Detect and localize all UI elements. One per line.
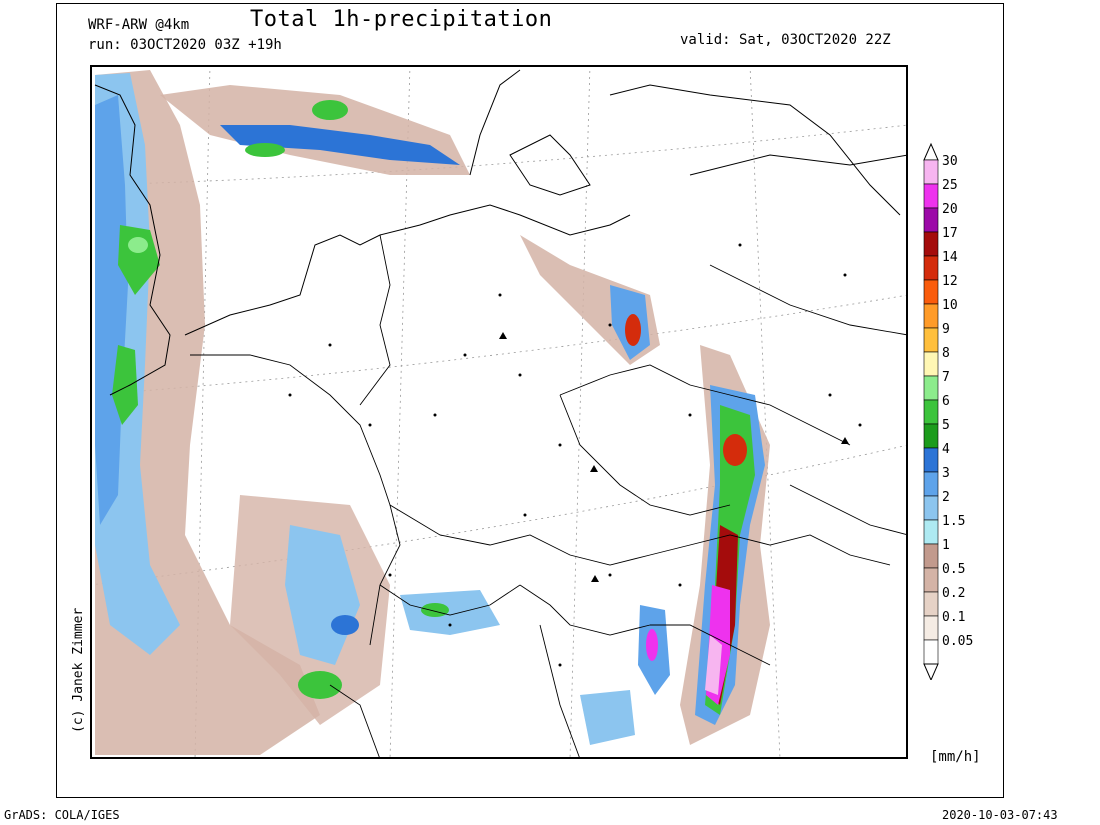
run-label: run: 03OCT2020 03Z +19h <box>88 37 282 53</box>
precipitation-field <box>95 70 770 755</box>
legend-label: 0.05 <box>942 634 973 649</box>
precip-cell-alps <box>421 603 449 617</box>
model-label: WRF-ARW @4km <box>88 17 190 33</box>
legend-label: 0.5 <box>942 562 965 577</box>
map-title: Total 1h-precipitation <box>250 7 553 32</box>
legend-label: 14 <box>942 250 958 265</box>
legend-label: 0.1 <box>942 610 965 625</box>
precip-cell-west-2 <box>112 345 138 425</box>
legend-label: 30 <box>942 154 958 169</box>
legend-swatch <box>923 231 939 257</box>
legend-swatch <box>923 207 939 233</box>
legend-swatch <box>923 159 939 185</box>
legend-swatch <box>923 183 939 209</box>
valid-time-label: valid: Sat, 03OCT2020 22Z <box>680 32 891 48</box>
legend-swatch <box>923 471 939 497</box>
precip-core-east-1 <box>723 434 747 466</box>
legend-label: 17 <box>942 226 958 241</box>
legend-label: 8 <box>942 346 950 361</box>
legend-swatch <box>923 567 939 593</box>
precip-core-east-4 <box>705 635 722 695</box>
copyright-credit: (c) Janek Zimmer <box>71 607 86 733</box>
plot-frame <box>56 3 1004 798</box>
color-legend: 30 25 20 17 14 12 10 9 8 7 6 5 4 3 2 1.5 1 0.5 0.2 0.1 0.05 <box>923 142 973 680</box>
precip-alps <box>400 590 500 635</box>
legend-swatch <box>923 399 939 425</box>
legend-swatch <box>923 639 939 665</box>
legend-label: 1.5 <box>942 514 965 529</box>
legend-swatch <box>923 423 939 449</box>
legend-label: 20 <box>942 202 958 217</box>
legend-swatch <box>923 279 939 305</box>
precip-cell-west-1 <box>118 225 160 295</box>
legend-arrow-top <box>923 142 939 161</box>
legend-swatch <box>923 303 939 329</box>
footer-software: GrADS: COLA/IGES <box>4 808 120 822</box>
precip-south <box>580 690 635 745</box>
legend-label: 7 <box>942 370 950 385</box>
legend-label: 2 <box>942 490 950 505</box>
coastlines <box>94 69 908 396</box>
legend-swatch <box>923 327 939 353</box>
legend-label: 25 <box>942 178 958 193</box>
legend-units: [mm/h] <box>930 749 981 765</box>
precip-core-bohemia <box>625 314 641 346</box>
legend-label: 10 <box>942 298 958 313</box>
legend-swatch <box>923 591 939 617</box>
legend-swatch <box>923 543 939 569</box>
legend-swatch <box>923 447 939 473</box>
legend-label: 3 <box>942 466 950 481</box>
precip-cell-north-1 <box>312 100 348 120</box>
legend-label: 4 <box>942 442 950 457</box>
legend-label: 1 <box>942 538 950 553</box>
legend-swatch <box>923 375 939 401</box>
legend-label: 5 <box>942 418 950 433</box>
footer-timestamp: 2020-10-03-07:43 <box>942 808 1058 822</box>
precipitation-map <box>90 65 908 759</box>
legend-label: 12 <box>942 274 958 289</box>
legend-swatch <box>923 495 939 521</box>
country-borders <box>190 234 908 759</box>
legend-swatch <box>923 255 939 281</box>
legend-arrow-bottom <box>923 663 939 680</box>
legend-label: 6 <box>942 394 950 409</box>
city-markers <box>288 243 862 667</box>
precip-cell-sw-2 <box>331 615 359 635</box>
precip-core-adriatic <box>646 629 658 661</box>
legend-swatch <box>923 351 939 377</box>
legend-swatch <box>923 519 939 545</box>
precip-cell-north-2 <box>245 143 285 157</box>
legend-swatch <box>923 615 939 641</box>
precip-band-north <box>220 125 460 165</box>
legend-label: 0.2 <box>942 586 965 601</box>
precip-cell-sw-1 <box>298 671 342 699</box>
precip-cell-west-3 <box>128 237 148 253</box>
legend-label: 9 <box>942 322 950 337</box>
